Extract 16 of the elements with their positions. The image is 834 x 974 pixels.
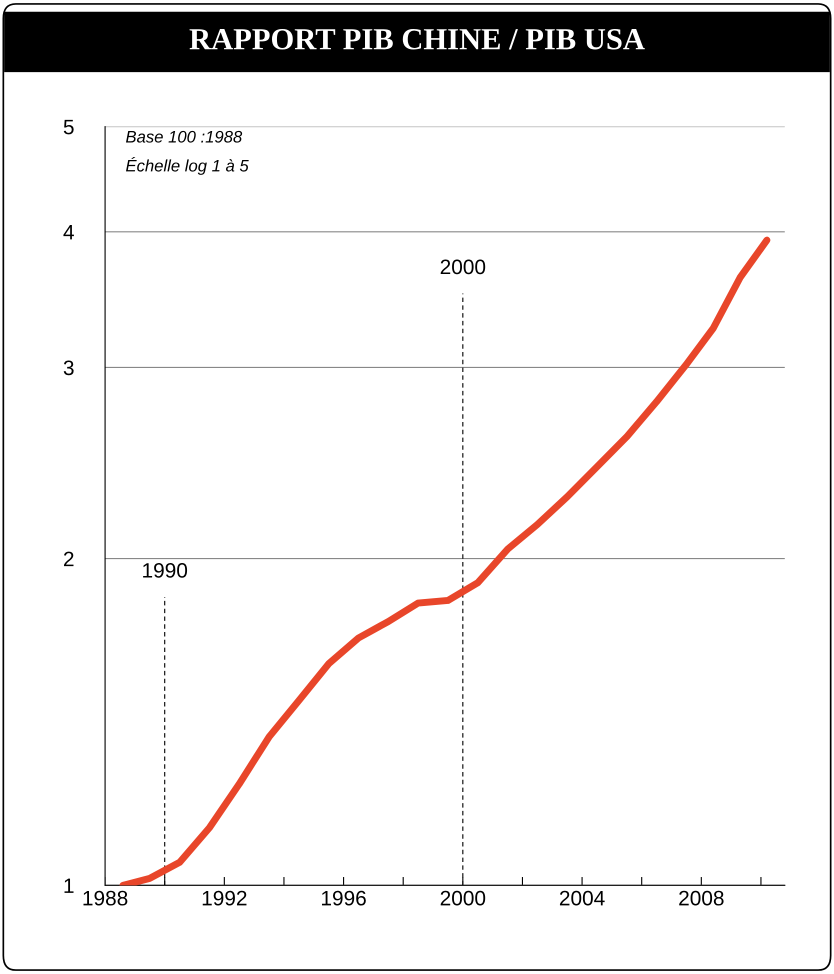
y-tick-label: 2 xyxy=(64,552,74,566)
x-tick-label: 1996 xyxy=(322,890,366,906)
x-tick-label: 2004 xyxy=(560,890,605,906)
ref-line-label: 2000 xyxy=(440,260,486,274)
annotation: Base 100 :1988 xyxy=(126,130,242,143)
x-tick-label: 1992 xyxy=(202,890,246,906)
x-tick-label: 1988 xyxy=(84,890,128,906)
ref-line-label: 1990 xyxy=(143,562,188,578)
y-tick-label: 1 xyxy=(64,878,74,893)
x-tick-label: 2000 xyxy=(440,890,486,906)
y-tick-label: 3 xyxy=(64,360,74,376)
y-tick-label: 5 xyxy=(64,120,74,134)
annotation: Échelle log 1 à 5 xyxy=(126,156,249,175)
y-tick-label: 4 xyxy=(63,225,74,240)
chart-title: RAPPORT PIB CHINE / PIB USA xyxy=(190,28,645,50)
x-tick-label: 2008 xyxy=(679,890,724,906)
